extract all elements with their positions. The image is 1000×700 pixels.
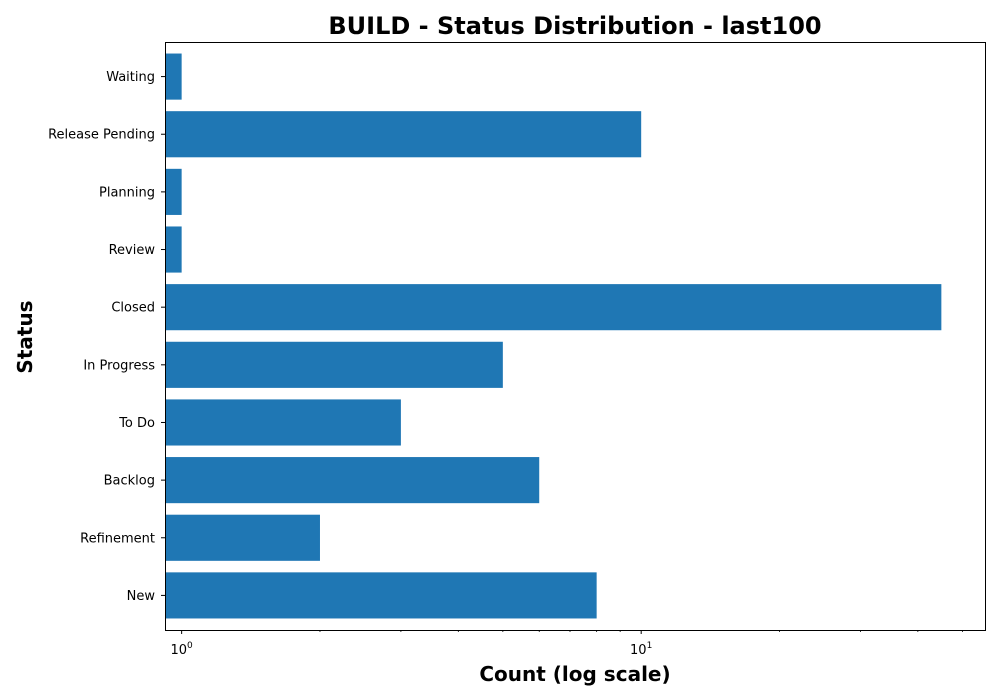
- y-tick-label-closed: Closed: [111, 301, 155, 316]
- x-tick-label-1: 101: [630, 641, 652, 658]
- y-tick-label-in-progress: In Progress: [83, 358, 155, 373]
- bar-new: [165, 572, 597, 619]
- y-tick-label-new: New: [127, 589, 156, 604]
- bar-review: [165, 226, 182, 273]
- bar-refinement: [165, 514, 320, 561]
- bar-release-pending: [165, 111, 642, 158]
- bar-planning: [165, 168, 182, 215]
- bars-layer: [165, 53, 942, 619]
- bar-closed: [165, 284, 942, 331]
- y-tick-label-refinement: Refinement: [80, 531, 155, 546]
- y-tick-label-backlog: Backlog: [104, 474, 155, 489]
- y-tick-label-review: Review: [109, 243, 156, 258]
- chart-title: BUILD - Status Distribution - last100: [328, 12, 821, 40]
- y-axis-title: Status: [13, 300, 37, 373]
- bar-to-do: [165, 399, 401, 446]
- bar-backlog: [165, 457, 540, 504]
- y-tick-label-release-pending: Release Pending: [48, 128, 155, 143]
- bar-in-progress: [165, 341, 503, 388]
- plot-frame: [165, 42, 986, 631]
- x-axis-title: Count (log scale): [479, 662, 670, 686]
- y-tick-label-waiting: Waiting: [106, 70, 155, 85]
- y-tick-label-planning: Planning: [99, 185, 155, 200]
- y-axis: New Refinement Backlog To Do In Progress Clos…: [48, 70, 165, 604]
- y-tick-label-to-do: To Do: [118, 416, 155, 431]
- x-axis: 100 101: [171, 630, 963, 658]
- x-tick-label-0: 100: [171, 641, 194, 658]
- bar-waiting: [165, 53, 182, 100]
